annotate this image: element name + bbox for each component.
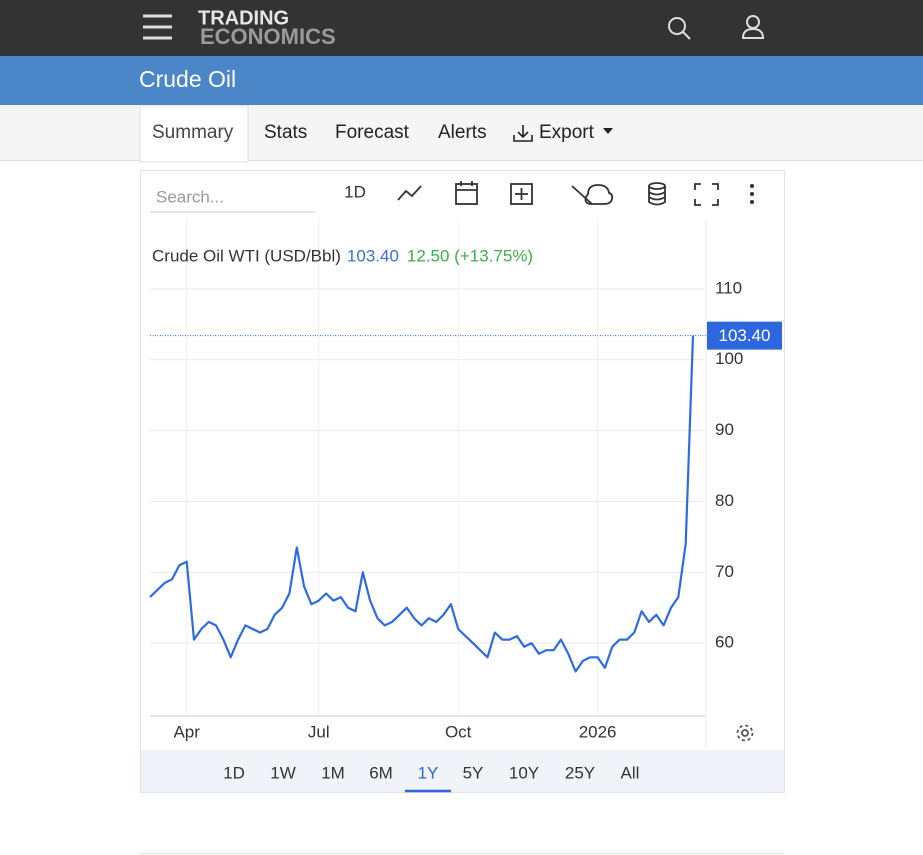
chart-type-icon[interactable] [397,185,422,201]
logo-bottom[interactable]: ECONOMICS [200,24,336,49]
more-icon[interactable] [750,184,754,204]
y-tick-label: 80 [715,491,734,510]
legend-name: Crude Oil WTI (USD/Bbl) [152,246,341,265]
range-button[interactable]: 6M [369,763,393,782]
compare-icon[interactable] [510,183,533,205]
chart-card [140,170,785,793]
price-line [149,335,695,673]
search-input[interactable]: Search... [156,187,224,206]
range-button[interactable]: 25Y [565,763,595,782]
interval-button[interactable]: 1D [344,182,366,201]
price-tag-label: 103.40 [719,326,771,345]
y-tick-label: 60 [715,633,734,652]
range-button[interactable]: 1W [270,763,296,782]
logo-top[interactable]: TRADING [198,7,289,29]
data-icon[interactable] [648,182,666,206]
range-bar [141,750,784,792]
range-button[interactable]: 10Y [509,763,539,782]
active-tab[interactable] [139,105,249,163]
title-band [0,56,923,105]
y-tick-label: 70 [715,562,734,581]
range-button[interactable]: All [621,763,640,782]
fullscreen-icon[interactable] [694,183,719,206]
range-button[interactable]: 5Y [463,763,484,782]
tab[interactable]: Export [539,122,595,143]
tab[interactable]: Forecast [335,122,410,143]
tab[interactable]: Summary [152,122,234,143]
export-icon[interactable] [513,125,533,142]
menu-icon[interactable] [143,14,172,40]
settings-icon[interactable] [736,724,754,742]
user-icon[interactable] [741,15,765,39]
tools-icon[interactable] [571,184,614,205]
x-tick-label: 2026 [579,722,617,741]
price-tag [707,321,782,350]
x-tick-label: Jul [308,722,330,741]
range-button[interactable]: 1D [223,763,245,782]
legend-change: 12.50 (+13.75%) [407,246,533,265]
y-tick-label: 110 [715,278,742,297]
top-bar [0,0,923,56]
page-title: Crude Oil [139,66,236,92]
range-button[interactable]: 1M [321,763,345,782]
y-tick-label: 90 [715,420,734,439]
search-icon[interactable] [668,17,691,40]
tab[interactable]: Alerts [438,122,487,143]
export-caret[interactable] [603,128,613,134]
calendar-icon[interactable] [455,181,478,205]
x-tick-label: Apr [173,722,200,741]
legend-price: 103.40 [347,246,399,265]
tab[interactable]: Stats [264,122,307,143]
x-tick-label: Oct [445,722,472,741]
range-button[interactable]: 1Y [418,763,439,782]
y-tick-label: 100 [715,349,743,368]
